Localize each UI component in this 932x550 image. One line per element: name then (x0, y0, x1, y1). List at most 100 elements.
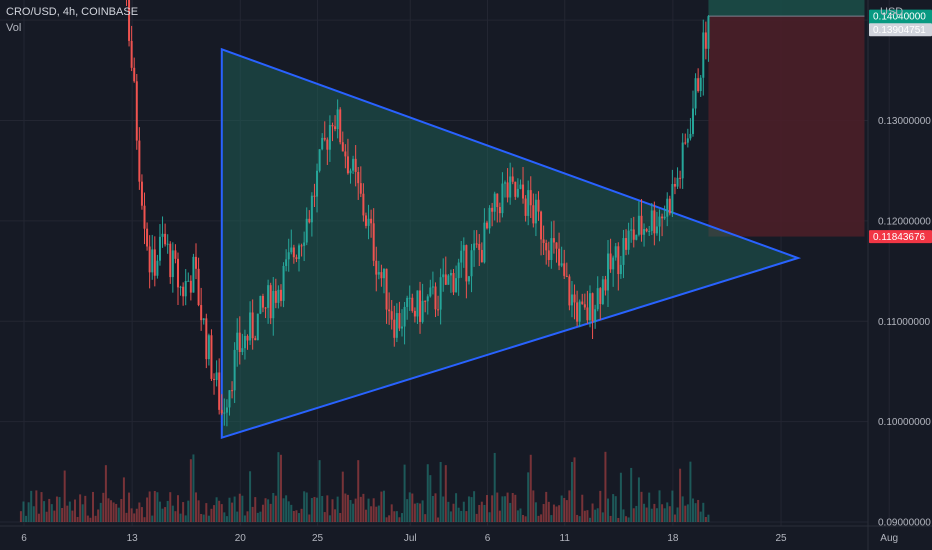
candle-body (504, 182, 507, 184)
candle-body (645, 229, 648, 232)
volume-bar (704, 516, 707, 522)
volume-bar (395, 511, 398, 522)
volume-bar (89, 517, 92, 522)
volume-bar (161, 508, 164, 522)
volume-bar (35, 490, 38, 522)
volume-bar (650, 508, 653, 522)
candle-body (401, 326, 404, 329)
candle-body (431, 286, 434, 288)
candle-body (663, 216, 666, 219)
long-position-tool[interactable] (708, 0, 865, 237)
volume-bar (282, 498, 285, 522)
volume-bar (81, 504, 84, 522)
volume-bar (465, 511, 468, 522)
candle-body (323, 137, 326, 140)
volume-bar (19, 511, 22, 522)
volume-bar (254, 497, 257, 522)
volume-bar (614, 496, 617, 522)
volume-bar (462, 501, 465, 522)
volume-bar (76, 516, 79, 522)
volume-bar (581, 494, 584, 522)
candle-body (686, 138, 689, 143)
price-axis[interactable]: 0.190000000.180000000.170000000.16000000… (867, 0, 931, 550)
triangle-pattern[interactable] (220, 47, 802, 440)
x-tick-label: 11 (560, 533, 571, 544)
candle-body (524, 198, 527, 216)
volume-bar (560, 495, 563, 522)
volume-bar (534, 502, 537, 522)
volume-bar (627, 517, 630, 522)
volume-bar (421, 500, 424, 522)
volume-bar (382, 490, 385, 522)
candle-body (447, 275, 450, 285)
candle-body (604, 279, 607, 291)
candle-body (310, 195, 313, 223)
candle-body (382, 268, 385, 279)
volume-bar (174, 511, 177, 522)
volume-indicator-label[interactable]: Vol (6, 22, 22, 34)
volume-bar (153, 490, 156, 522)
volume-bar (594, 509, 597, 522)
candle-body (419, 290, 422, 322)
currency-label: USD (880, 6, 904, 18)
volume-bar (439, 461, 442, 522)
candle-body (462, 245, 465, 251)
volume-bar (519, 508, 522, 522)
volume-bar (207, 515, 210, 522)
volume-bar (231, 502, 234, 522)
volume-bar (372, 498, 375, 522)
volume-bar (130, 508, 133, 522)
triangle-drawing[interactable] (220, 47, 802, 440)
volume-bar (326, 495, 329, 522)
volume-bar (192, 454, 195, 522)
candle-body (287, 252, 290, 260)
volume-bar (498, 510, 501, 522)
volume-bar (249, 471, 252, 522)
volume-bar (58, 497, 61, 522)
candle-body (164, 233, 167, 245)
x-tick-label: 6 (485, 533, 491, 544)
volume-bar (112, 502, 115, 522)
volume-bar (318, 460, 321, 522)
symbol-title[interactable]: CRO/USD, 4h, COINBASE (6, 6, 139, 18)
volume-bar (697, 499, 700, 522)
candle-body (130, 40, 133, 68)
volume-bar (313, 496, 316, 522)
volume-bar (491, 495, 494, 522)
volume-bar (195, 492, 198, 522)
candle-body (197, 268, 200, 306)
time-axis[interactable]: 6 13 20 25 Jul 6 11 18 25 Aug (0, 525, 932, 544)
candle-body (648, 230, 651, 232)
candle-body (594, 309, 597, 322)
volume-bar (290, 504, 293, 522)
volume-bar (447, 501, 450, 522)
x-tick-label: Aug (880, 533, 898, 544)
candle-body (308, 218, 311, 223)
volume-bar (390, 504, 393, 522)
candle-body (375, 260, 378, 275)
volume-bar (478, 504, 481, 522)
volume-bar (267, 499, 270, 522)
target-zone[interactable] (708, 0, 865, 17)
candle-body (179, 286, 182, 288)
volume-bar (264, 498, 267, 522)
candle-body (272, 290, 275, 319)
volume-bar (426, 464, 429, 522)
candle-body (449, 273, 452, 276)
stop-zone[interactable] (708, 16, 865, 237)
candle-body (282, 265, 285, 301)
candle-body (483, 222, 486, 263)
candle-body (200, 305, 203, 321)
candle-body (599, 288, 602, 305)
volume-bar (346, 494, 349, 522)
volume-bar (493, 452, 496, 522)
volume-bar (156, 492, 159, 522)
x-tick-label: 13 (127, 533, 139, 544)
volume-bar (393, 511, 396, 522)
candle-body (452, 273, 455, 293)
candle-body (573, 294, 576, 303)
volume-bar (622, 509, 625, 522)
candle-body (367, 218, 370, 226)
